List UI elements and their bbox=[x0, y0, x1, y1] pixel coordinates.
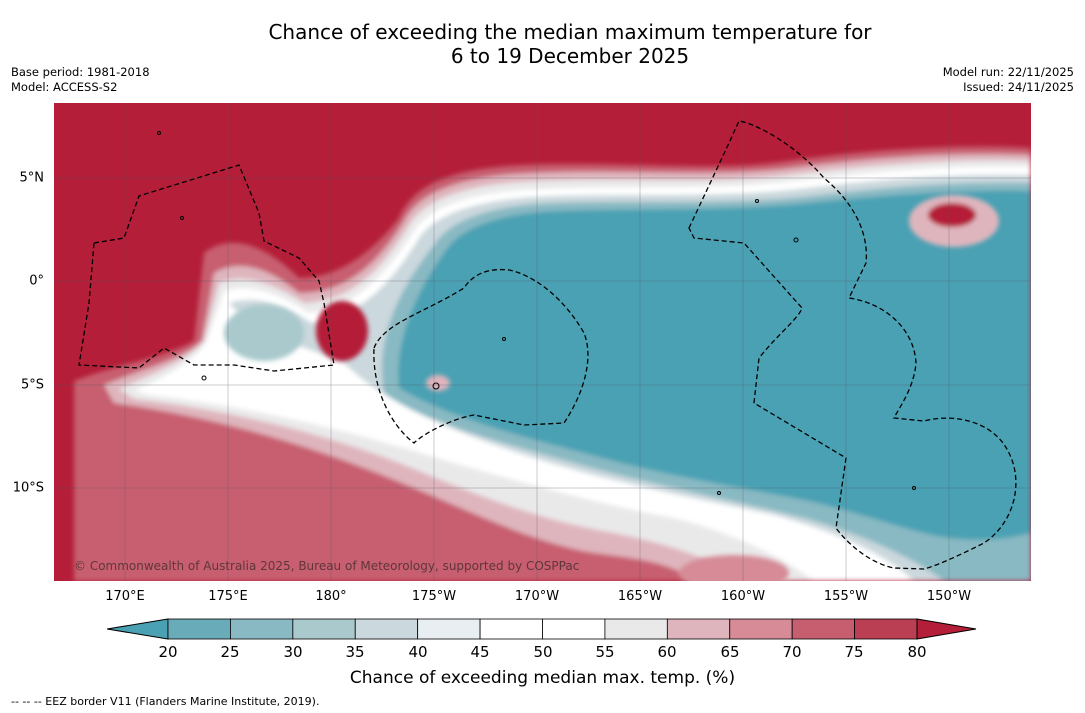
cool-spot-west bbox=[224, 305, 304, 361]
colorbar-tick: 75 bbox=[844, 643, 864, 661]
colorbar-label: Chance of exceeding median max. temp. (%… bbox=[349, 668, 736, 688]
colorbar-tick: 20 bbox=[158, 643, 178, 661]
colorbar-tick: 45 bbox=[470, 643, 490, 661]
map-title: Chance of exceeding the median maximum t… bbox=[0, 20, 1085, 68]
colorbar-tick: 40 bbox=[408, 643, 428, 661]
lon-label-155w: 155°W bbox=[823, 589, 869, 604]
islands bbox=[157, 131, 916, 495]
colorbar-segment bbox=[292, 618, 356, 640]
lon-label-150w: 150°W bbox=[926, 589, 972, 604]
graticule bbox=[54, 103, 1031, 581]
base-period: Base period: 1981-2018 bbox=[11, 65, 150, 79]
lat-label-0: 0° bbox=[29, 273, 44, 289]
colorbar-tick: 35 bbox=[345, 643, 365, 661]
lon-label-170e: 170°E bbox=[105, 589, 145, 604]
colorbar-segment bbox=[791, 618, 855, 640]
warm-spot-south bbox=[679, 555, 789, 581]
warm-spot-east-core bbox=[928, 203, 976, 227]
colorbar-segment bbox=[230, 618, 294, 640]
warm-spot-central bbox=[316, 301, 368, 361]
lon-label-170w: 170°W bbox=[514, 589, 560, 604]
forecast-map bbox=[54, 103, 1031, 581]
colorbar-tick: 65 bbox=[720, 643, 740, 661]
lon-label-175e: 175°E bbox=[208, 589, 248, 604]
colorbar-segment bbox=[729, 618, 793, 640]
lat-label-5s: 5°S bbox=[20, 377, 44, 393]
lat-label-5n: 5°N bbox=[19, 170, 45, 186]
colorbar-segment bbox=[354, 618, 419, 640]
meta-left: Base period: 1981-2018 Model: ACCESS-S2 bbox=[11, 65, 150, 95]
colorbar-tick: 25 bbox=[220, 643, 240, 661]
colorbar-tick: 70 bbox=[782, 643, 802, 661]
lon-label-160w: 160°W bbox=[720, 589, 766, 604]
colorbar-segment bbox=[417, 618, 481, 640]
colorbar-segment bbox=[854, 618, 918, 640]
colorbar-segment bbox=[479, 618, 543, 640]
model-run: Model run: 22/11/2025 bbox=[942, 65, 1074, 79]
model-name: Model: ACCESS-S2 bbox=[11, 80, 118, 94]
lat-label-10s: 10°S bbox=[12, 480, 44, 496]
title-line-2: 6 to 19 December 2025 bbox=[450, 44, 690, 68]
lon-label-180: 180° bbox=[315, 589, 347, 604]
colorbar-tick: 50 bbox=[533, 643, 553, 661]
colorbar-arrow-low bbox=[107, 618, 169, 640]
lon-label-175w: 175°W bbox=[411, 589, 457, 604]
eez-footnote: -- -- -- EEZ border V11 (Flanders Marine… bbox=[11, 695, 320, 708]
colorbar-segment bbox=[666, 618, 731, 640]
colorbar-tick: 30 bbox=[283, 643, 303, 661]
colorbar-tick: 80 bbox=[907, 643, 927, 661]
colorbar-segment bbox=[604, 618, 668, 640]
colorbar bbox=[107, 618, 977, 640]
title-line-1: Chance of exceeding the median maximum t… bbox=[268, 20, 872, 44]
colorbar-tick: 60 bbox=[657, 643, 677, 661]
lon-label-165w: 165°W bbox=[617, 589, 663, 604]
colorbar-segment bbox=[542, 618, 606, 640]
copyright-notice: © Commonwealth of Australia 2025, Bureau… bbox=[74, 559, 580, 573]
meta-right: Model run: 22/11/2025 Issued: 24/11/2025 bbox=[943, 65, 1074, 95]
eez-borders bbox=[78, 120, 1017, 570]
colorbar-tick: 55 bbox=[595, 643, 615, 661]
colorbar-segment bbox=[167, 618, 231, 640]
warm-spot-small bbox=[426, 375, 450, 391]
band-20 bbox=[398, 190, 1031, 540]
issued-date: Issued: 24/11/2025 bbox=[963, 80, 1074, 94]
colorbar-arrow-high bbox=[916, 618, 977, 640]
